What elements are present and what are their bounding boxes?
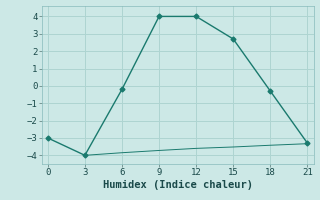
X-axis label: Humidex (Indice chaleur): Humidex (Indice chaleur) bbox=[103, 180, 252, 190]
